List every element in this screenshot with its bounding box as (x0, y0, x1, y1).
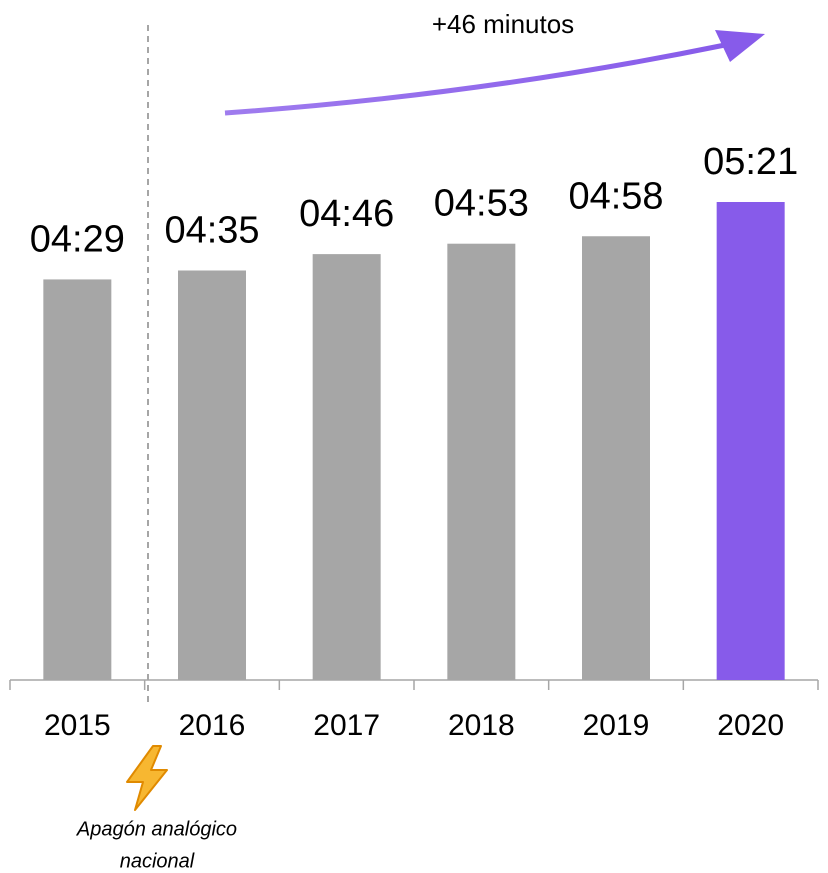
lightning-icon (126, 745, 168, 811)
value-label: 04:35 (164, 210, 259, 252)
value-label: 05:21 (703, 141, 798, 183)
x-tick-label: 2019 (583, 709, 650, 742)
value-label: 04:58 (568, 175, 663, 217)
event-annotation: Apagón analógico (76, 818, 237, 840)
x-tick-label: 2016 (179, 709, 246, 742)
event-annotation: nacional (120, 850, 195, 872)
value-label: 04:29 (30, 218, 125, 260)
bar (716, 202, 785, 680)
trend-annotation: +46 minutos (432, 9, 574, 39)
trend-arrow (224, 42, 726, 116)
trend-arrow-head (715, 30, 765, 62)
x-tick-label: 2015 (44, 709, 111, 742)
bar (178, 270, 246, 680)
value-label: 04:53 (434, 183, 529, 225)
bar (582, 236, 650, 681)
bar (447, 243, 516, 680)
bar (43, 279, 112, 680)
value-label: 04:46 (299, 193, 394, 235)
x-tick-label: 2017 (313, 709, 380, 742)
x-tick-label: 2018 (448, 709, 515, 742)
bar (312, 254, 381, 680)
x-tick-label: 2020 (717, 709, 784, 742)
